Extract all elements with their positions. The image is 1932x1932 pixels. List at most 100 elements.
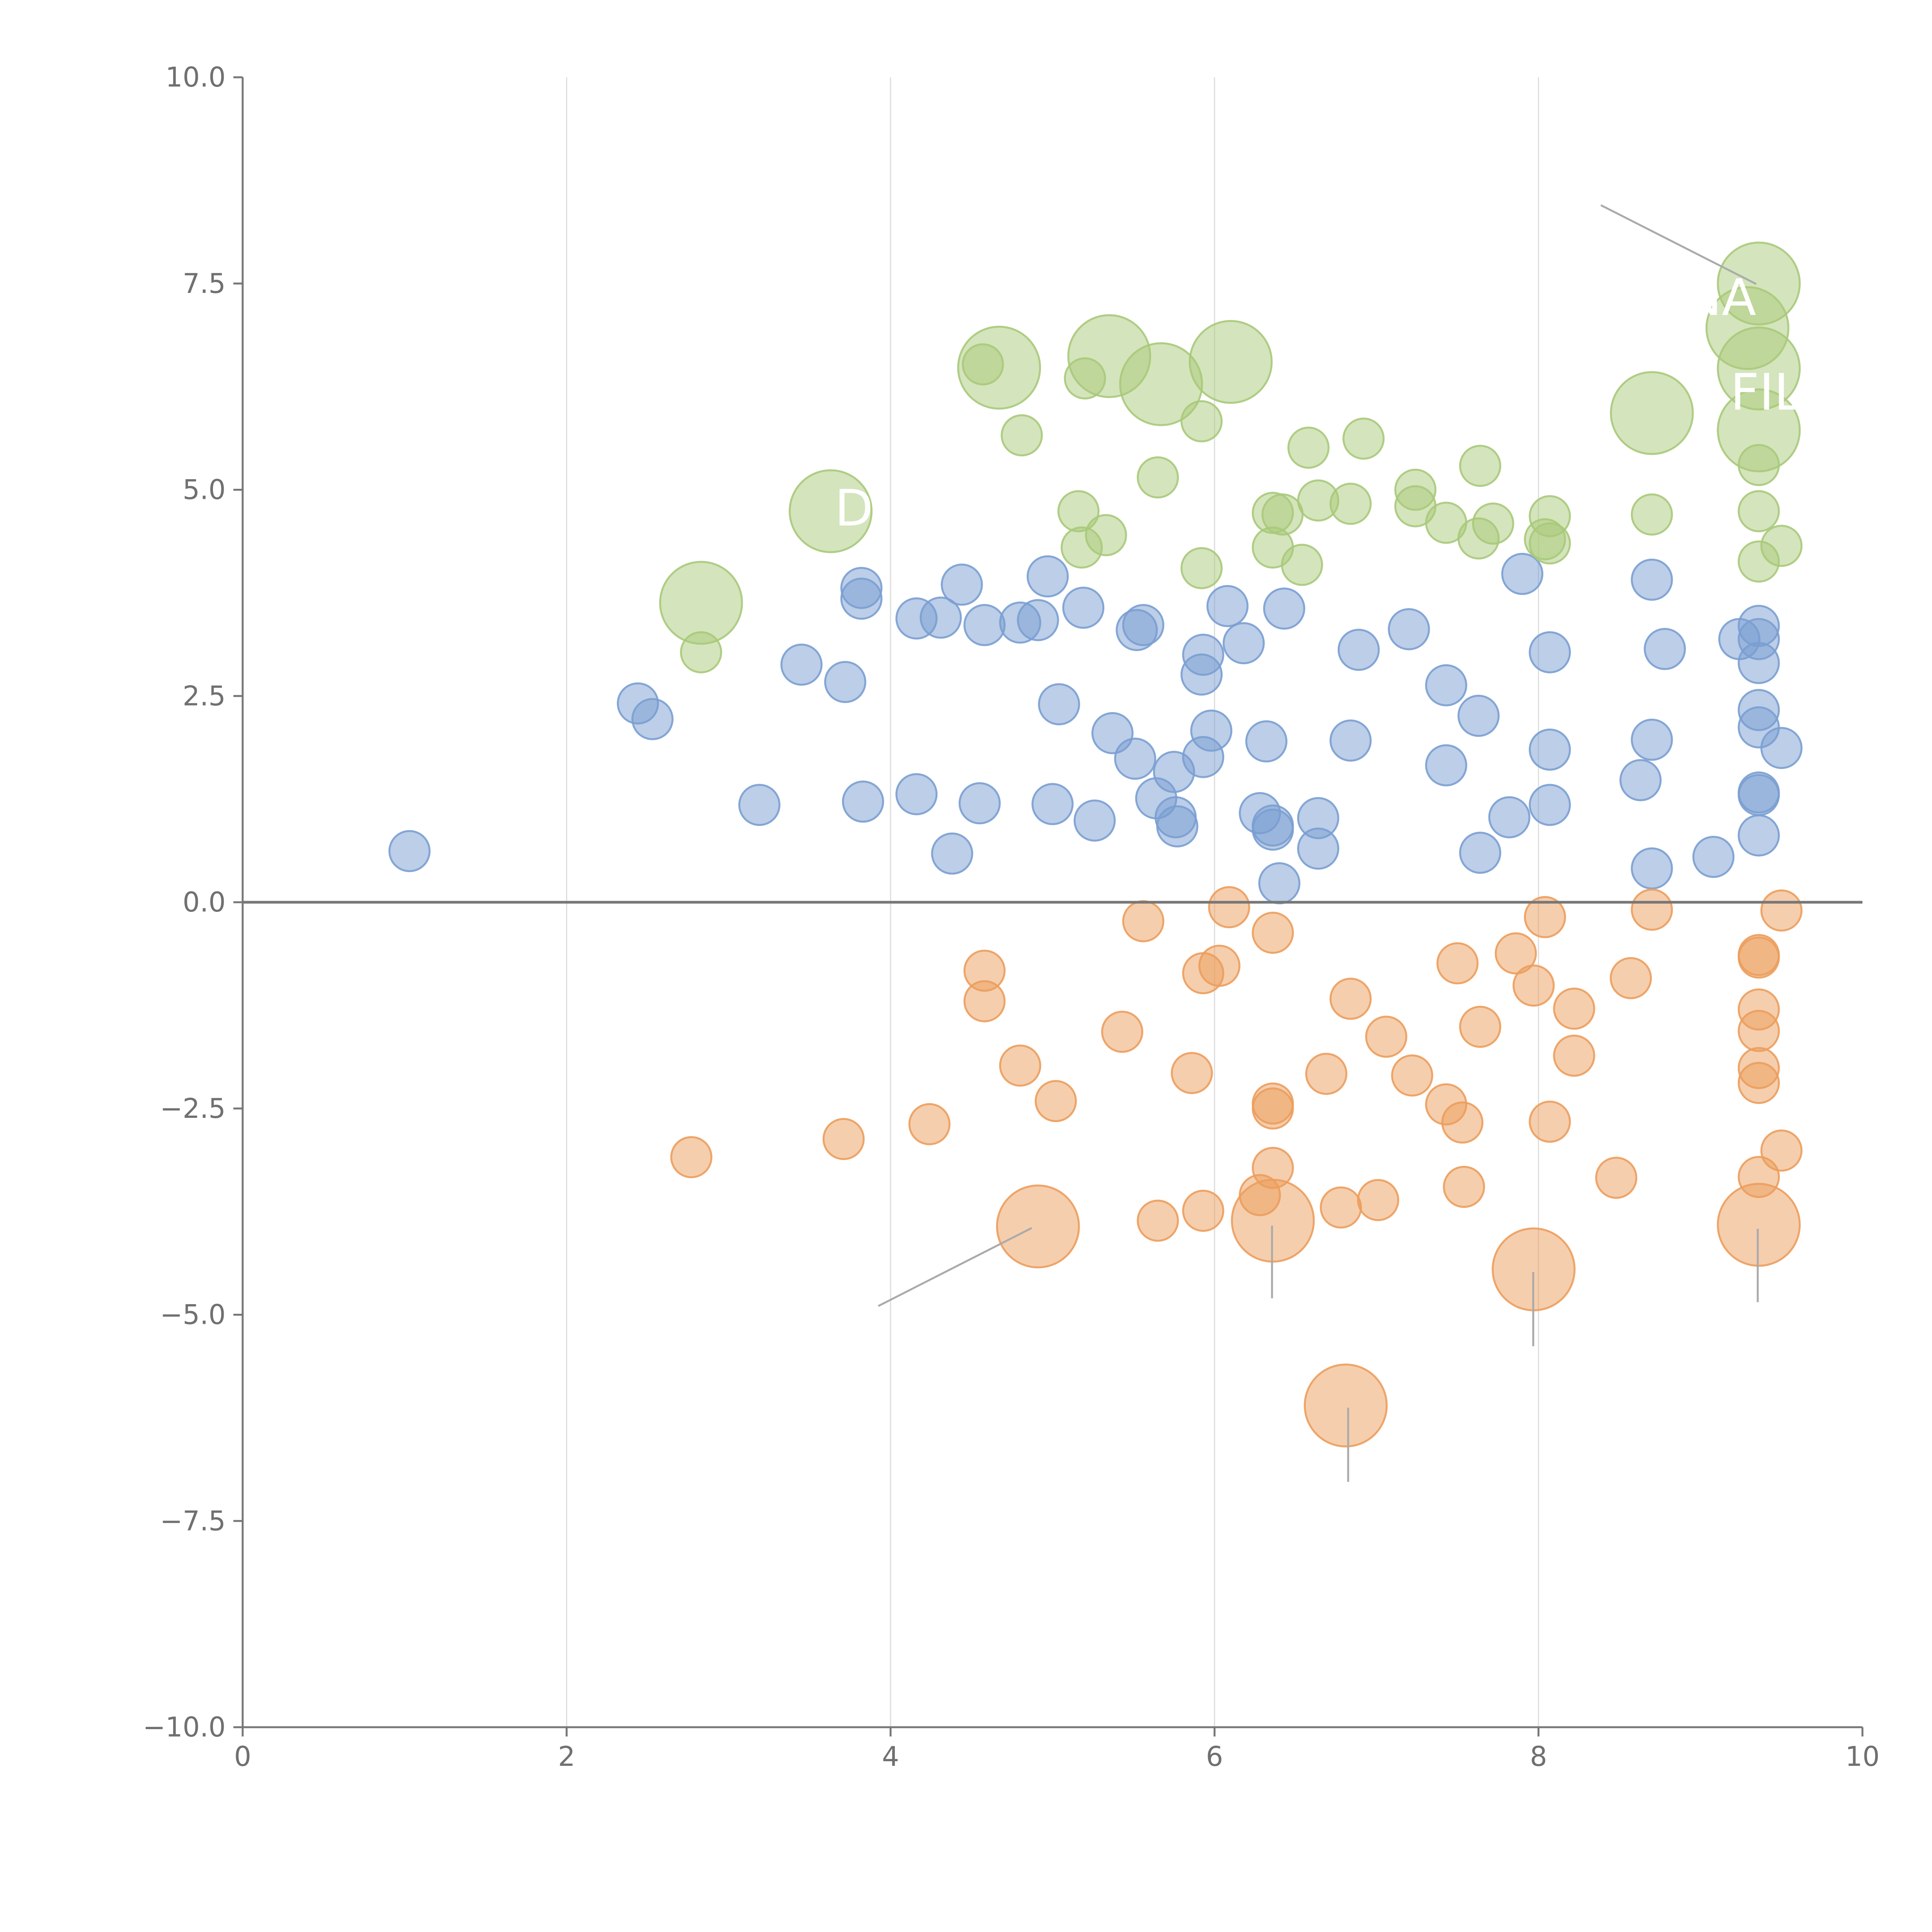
x-tick-label: 10 [1845, 1741, 1879, 1772]
data-point [1031, 783, 1074, 825]
data-point [1357, 1179, 1400, 1221]
data-point [1738, 618, 1780, 660]
data-point [1760, 889, 1803, 932]
data-point-large [789, 469, 873, 553]
data-point [1297, 827, 1339, 870]
data-point [1760, 1129, 1803, 1172]
annotation-labels: NA FIL D [835, 268, 1802, 537]
data-point [824, 661, 866, 703]
data-point-large [1304, 1363, 1388, 1447]
data-point [1017, 599, 1059, 641]
data-point [1252, 912, 1294, 954]
data-point [1337, 629, 1380, 671]
data-point [1441, 1101, 1484, 1144]
data-point [1034, 1080, 1077, 1122]
data-point [1610, 957, 1652, 999]
data-point [1459, 445, 1502, 487]
data-point [388, 830, 431, 872]
data-point-large [1189, 320, 1273, 404]
data-point [1738, 1062, 1780, 1104]
data-point [1488, 796, 1531, 838]
data-point-large [659, 561, 743, 645]
data-point [1180, 547, 1223, 589]
data-point [1208, 886, 1250, 929]
data-point [1631, 847, 1673, 889]
data-point [1182, 1189, 1225, 1232]
data-point [1329, 483, 1372, 525]
data-point [780, 643, 823, 686]
x-tick-label: 4 [882, 1741, 900, 1772]
annotation-label-na: NA [1684, 268, 1756, 327]
data-point [963, 980, 1006, 1022]
y-tick-label: −5.0 [160, 1299, 226, 1331]
data-point-large [996, 1184, 1080, 1269]
data-point [1631, 888, 1673, 931]
data-point [1425, 664, 1468, 706]
data-point [1495, 932, 1537, 975]
data-point [1171, 1052, 1213, 1094]
x-tick-label: 8 [1530, 1741, 1547, 1772]
axes-layer [242, 77, 1862, 1728]
data-point [1320, 1186, 1362, 1229]
data-point [1258, 862, 1301, 905]
data-point [1529, 631, 1571, 673]
data-point [1329, 978, 1372, 1020]
data-point [822, 1118, 865, 1160]
data-point [1553, 1034, 1595, 1077]
data-point [958, 782, 1001, 825]
data-point [1425, 744, 1468, 787]
data-point [840, 577, 883, 620]
data-point [1457, 694, 1500, 737]
data-point [1365, 1015, 1408, 1058]
data-point [1085, 514, 1127, 556]
annotation-label-d: D [835, 479, 873, 537]
y-tick-label: −2.5 [160, 1093, 226, 1124]
data-point [1114, 738, 1156, 780]
data-point [1760, 727, 1803, 769]
data-point [1595, 1156, 1638, 1199]
data-point [1631, 558, 1673, 601]
data-point [1738, 814, 1780, 857]
data-point [1136, 1199, 1179, 1242]
data-point [1738, 1010, 1780, 1052]
data-point [1436, 942, 1479, 985]
y-tick-label: 5.0 [183, 474, 226, 506]
data-point [1329, 719, 1372, 762]
data-point [963, 604, 1006, 646]
y-tick-label: −7.5 [160, 1505, 226, 1537]
data-point [1388, 608, 1430, 650]
data-point [1631, 718, 1673, 761]
y-tick-label: 10.0 [165, 61, 226, 93]
data-point [999, 1044, 1041, 1087]
data-point [670, 1136, 713, 1179]
data-point [1026, 555, 1069, 598]
y-tick-label: 7.5 [183, 268, 226, 299]
data-point [1738, 936, 1780, 979]
data-point [1062, 587, 1105, 629]
data-point [1529, 522, 1571, 565]
data-point [1101, 1010, 1143, 1053]
data-point [1459, 1005, 1502, 1048]
data-point [940, 563, 983, 606]
data-point [1122, 604, 1165, 646]
data-point [931, 832, 973, 875]
leader-line [1600, 204, 1757, 285]
data-point [1342, 417, 1385, 460]
data-point [1512, 964, 1555, 1007]
data-point [1472, 502, 1514, 545]
data-point [1245, 720, 1287, 763]
data-point [1136, 456, 1179, 498]
data-point-large [1717, 388, 1801, 473]
data-point [1553, 987, 1595, 1030]
data-point [1443, 1166, 1485, 1208]
y-tick-label: 0.0 [183, 886, 226, 918]
data-point-large [1717, 1183, 1801, 1267]
data-point [1252, 1087, 1294, 1130]
data-point [1263, 587, 1305, 630]
data-point [1529, 784, 1571, 826]
data-point [1000, 414, 1043, 457]
data-point [842, 781, 884, 823]
data-point [1692, 836, 1735, 878]
data-point [908, 1103, 951, 1145]
data-point [1305, 1053, 1347, 1095]
